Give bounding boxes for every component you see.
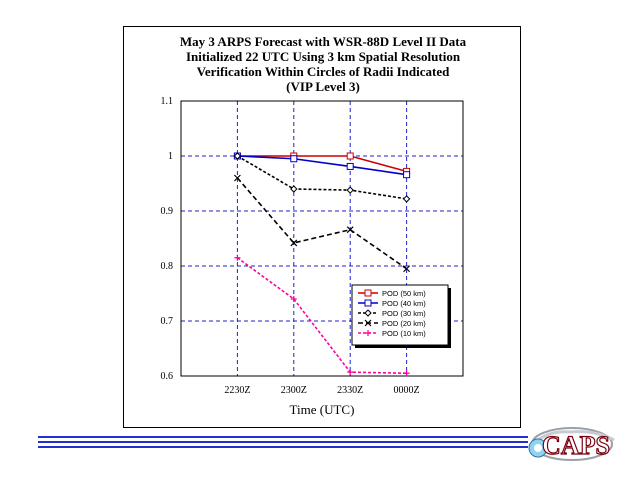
chart: May 3 ARPS Forecast with WSR-88D Level I… bbox=[161, 34, 467, 417]
legend-entry: POD (20 km) bbox=[358, 319, 426, 328]
data-point bbox=[290, 296, 297, 302]
data-point bbox=[290, 185, 298, 193]
data-point bbox=[347, 369, 354, 376]
series-4 bbox=[234, 254, 410, 377]
data-point bbox=[346, 162, 354, 170]
chart-title-line: (VIP Level 3) bbox=[286, 79, 360, 94]
y-tick-label: 0.6 bbox=[161, 371, 174, 382]
legend-entry: POD (40 km) bbox=[358, 299, 426, 308]
legend-label: POD (50 km) bbox=[382, 289, 426, 298]
caps-logo: CAPS bbox=[528, 427, 615, 461]
chart-title-line: Initialized 22 UTC Using 3 km Spatial Re… bbox=[186, 49, 461, 64]
x-axis: 2230Z 2300Z 2330Z 0000Z bbox=[224, 385, 419, 396]
data-point bbox=[290, 155, 298, 163]
footer-stripes bbox=[38, 436, 528, 450]
data-point bbox=[346, 226, 354, 234]
data-point bbox=[234, 254, 241, 261]
series-line bbox=[237, 155, 407, 173]
svg-text:CAPS: CAPS bbox=[542, 431, 610, 460]
data-point bbox=[364, 289, 372, 297]
legend-label: POD (40 km) bbox=[382, 299, 426, 308]
x-tick-label: 2300Z bbox=[281, 385, 307, 396]
series-line bbox=[236, 155, 407, 200]
y-tick-label: 1 bbox=[168, 151, 173, 162]
series-line bbox=[236, 177, 408, 270]
legend-entry: POD (50 km) bbox=[358, 289, 426, 298]
data-point bbox=[364, 309, 372, 317]
x-tick-label: 2230Z bbox=[224, 385, 250, 396]
x-axis-label: Time (UTC) bbox=[290, 402, 355, 417]
data-point bbox=[346, 186, 354, 194]
y-tick-label: 1.1 bbox=[161, 96, 174, 107]
data-point bbox=[402, 195, 411, 203]
y-tick-label: 0.8 bbox=[161, 261, 174, 272]
stripe-line bbox=[38, 436, 528, 438]
legend-label: POD (10 km) bbox=[382, 329, 426, 338]
data-point bbox=[403, 265, 411, 273]
series-3 bbox=[233, 174, 411, 273]
legend-label: POD (30 km) bbox=[382, 309, 426, 318]
legend: POD (50 km)POD (40 km)POD (30 km)POD (20… bbox=[351, 284, 451, 348]
chart-frame: May 3 ARPS Forecast with WSR-88D Level I… bbox=[123, 26, 521, 428]
data-point bbox=[346, 152, 354, 160]
x-tick-label: 0000Z bbox=[394, 385, 420, 396]
data-point bbox=[233, 152, 242, 160]
y-tick-label: 0.9 bbox=[161, 206, 174, 217]
stripe-line bbox=[38, 446, 528, 448]
series-2 bbox=[233, 152, 411, 203]
chart-title-line: May 3 ARPS Forecast with WSR-88D Level I… bbox=[180, 34, 467, 49]
stripe-line bbox=[38, 441, 528, 443]
chart-title: May 3 ARPS Forecast with WSR-88D Level I… bbox=[180, 34, 467, 94]
y-tick-label: 0.7 bbox=[161, 316, 174, 327]
series-line bbox=[237, 155, 407, 176]
data-point bbox=[233, 174, 241, 182]
series-line bbox=[236, 257, 407, 375]
data-point bbox=[364, 299, 372, 307]
y-axis: 0.6 0.7 0.8 0.9 1 1.1 bbox=[161, 96, 174, 382]
legend-entry: POD (10 km) bbox=[358, 329, 426, 338]
plot-area bbox=[180, 100, 464, 377]
legend-entry: POD (30 km) bbox=[358, 309, 426, 318]
data-point bbox=[403, 171, 411, 179]
chart-title-line: Verification Within Circles of Radii Ind… bbox=[197, 64, 450, 79]
legend-label: POD (20 km) bbox=[382, 319, 426, 328]
data-point bbox=[403, 370, 410, 377]
x-tick-label: 2330Z bbox=[337, 385, 363, 396]
data-point bbox=[365, 330, 371, 336]
series-group bbox=[233, 152, 411, 377]
data-point bbox=[290, 239, 298, 247]
data-point bbox=[364, 319, 372, 327]
